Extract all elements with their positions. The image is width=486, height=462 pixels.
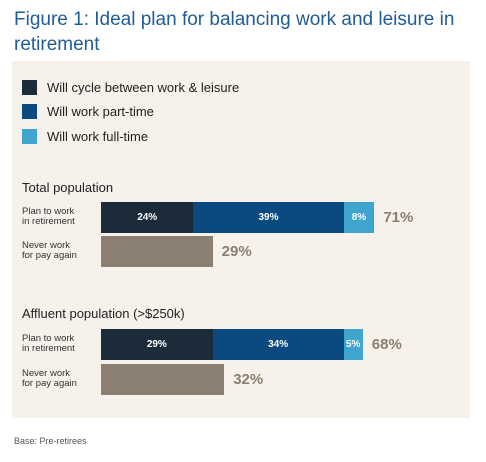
legend-item-full-time: Will work full-time — [22, 128, 148, 144]
row-label-line: Plan to work — [22, 206, 75, 217]
row-label-line: for pay again — [22, 378, 77, 389]
row-label-line: Plan to work — [22, 333, 75, 344]
chart-title: Figure 1: Ideal plan for balancing work … — [14, 9, 455, 55]
row-label-line: in retirement — [22, 343, 75, 354]
segment-part-time: 34% — [212, 329, 344, 360]
row-label-never-total: Never work for pay again — [22, 241, 100, 261]
legend-swatch-full-time — [22, 128, 37, 144]
bar-never-affluent — [101, 364, 225, 395]
row-label-line: Never work — [22, 368, 71, 379]
bar-never-total — [101, 236, 213, 267]
section-title-affluent: Affluent population (>$250k) — [22, 306, 185, 321]
total-label-plan-affluent: 68% — [371, 336, 402, 353]
legend-label-full-time: Will work full-time — [47, 128, 149, 144]
row-label-line: in retirement — [22, 216, 75, 227]
data-label: 8% — [351, 212, 367, 223]
section-title-total: Total population — [22, 180, 114, 195]
segment-cycle: 24% — [101, 202, 194, 233]
data-label: 5% — [345, 339, 361, 350]
data-label: 29% — [146, 339, 167, 350]
data-label: 34% — [268, 339, 289, 350]
data-label: 24% — [137, 212, 158, 223]
legend-item-part-time: Will work part-time — [22, 103, 154, 119]
row-label-line: Never work — [22, 240, 71, 251]
base-note: Base: Pre-retirees — [14, 436, 87, 446]
total-label-never-affluent: 32% — [233, 371, 264, 388]
total-label-never-total: 29% — [221, 243, 252, 260]
legend-swatch-part-time — [22, 103, 37, 119]
segment-full-time: 8% — [343, 202, 375, 233]
row-label-plan-affluent: Plan to work in retirement — [22, 334, 100, 354]
segment-cycle: 29% — [101, 329, 213, 360]
stacked-bar-plan-total: 24% 39% 8% — [101, 202, 375, 233]
legend-label-cycle: Will cycle between work & leisure — [47, 79, 240, 95]
segment-full-time: 5% — [343, 329, 363, 360]
row-label-line: for pay again — [22, 250, 77, 261]
row-label-never-affluent: Never work for pay again — [22, 369, 100, 389]
legend-swatch-cycle — [22, 79, 37, 95]
legend-label-part-time: Will work part-time — [47, 103, 154, 119]
data-label: 39% — [258, 212, 279, 223]
stacked-bar-plan-affluent: 29% 34% 5% — [101, 329, 363, 360]
legend-item-cycle: Will cycle between work & leisure — [22, 79, 239, 95]
segment-part-time: 39% — [193, 202, 344, 233]
total-label-plan-total: 71% — [383, 209, 414, 226]
row-label-plan-total: Plan to work in retirement — [22, 207, 100, 227]
